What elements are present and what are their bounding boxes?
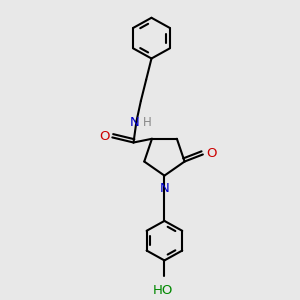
Text: N: N	[130, 116, 140, 129]
Text: O: O	[206, 147, 216, 160]
Text: O: O	[99, 130, 109, 142]
Text: H: H	[142, 116, 151, 129]
Text: N: N	[160, 182, 169, 195]
Text: HO: HO	[153, 284, 173, 297]
